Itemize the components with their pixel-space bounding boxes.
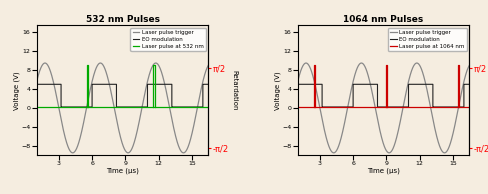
Laser pulse at 1064 nm	[311, 64, 317, 67]
Title: 532 nm Pulses: 532 nm Pulses	[85, 16, 159, 24]
Laser pulse trigger	[413, 62, 419, 64]
Laser pulse trigger	[462, 72, 468, 74]
EO modulation	[107, 83, 113, 86]
EO modulation	[34, 83, 40, 86]
Laser pulse at 532 nm	[85, 106, 91, 108]
Laser pulse at 1064 nm	[382, 64, 388, 67]
Legend: Laser pulse trigger, EO modulation, Laser pulse at 532 nm: Laser pulse trigger, EO modulation, Lase…	[130, 28, 205, 51]
EO modulation	[367, 83, 373, 86]
Laser pulse trigger	[330, 152, 336, 154]
Laser pulse trigger	[466, 64, 471, 66]
Laser pulse at 532 nm	[150, 64, 156, 67]
Legend: Laser pulse trigger, EO modulation, Laser pulse at 1064 nm: Laser pulse trigger, EO modulation, Lase…	[387, 28, 466, 51]
Laser pulse at 532 nm	[85, 64, 91, 67]
Laser pulse at 1064 nm	[455, 64, 461, 67]
Line: Laser pulse trigger: Laser pulse trigger	[37, 63, 208, 153]
Laser pulse at 1064 nm	[382, 106, 388, 108]
Laser pulse at 1064 nm	[311, 106, 317, 108]
Laser pulse trigger	[183, 149, 189, 151]
Laser pulse trigger	[205, 64, 211, 66]
Line: EO modulation: EO modulation	[37, 84, 208, 107]
EO modulation	[205, 83, 211, 86]
Laser pulse trigger	[70, 152, 76, 154]
Laser pulse trigger	[53, 94, 59, 96]
EO modulation	[159, 83, 164, 86]
Y-axis label: Voltage (V): Voltage (V)	[13, 71, 20, 110]
Laser pulse at 1064 nm	[454, 64, 460, 67]
EO modulation	[319, 106, 325, 108]
Laser pulse trigger	[444, 149, 450, 151]
Laser pulse at 1064 nm	[383, 106, 389, 108]
Laser pulse trigger	[34, 80, 40, 83]
Laser pulse at 1064 nm	[310, 64, 316, 67]
Laser pulse trigger	[153, 62, 159, 64]
X-axis label: Time (μs): Time (μs)	[106, 168, 139, 174]
Laser pulse trigger	[100, 63, 105, 66]
Laser pulse at 532 nm	[84, 64, 90, 67]
Line: Laser pulse at 1064 nm: Laser pulse at 1064 nm	[313, 65, 458, 107]
Laser pulse at 532 nm	[150, 106, 156, 108]
Laser pulse trigger	[314, 94, 320, 96]
Line: Laser pulse trigger: Laser pulse trigger	[297, 63, 468, 153]
Laser pulse at 532 nm	[152, 106, 158, 108]
Line: Laser pulse at 532 nm: Laser pulse at 532 nm	[87, 65, 155, 107]
Laser pulse trigger	[202, 72, 208, 74]
Title: 1064 nm Pulses: 1064 nm Pulses	[343, 16, 423, 24]
Laser pulse trigger	[360, 63, 366, 66]
Laser pulse trigger	[63, 141, 69, 143]
Laser pulse trigger	[294, 80, 300, 83]
Laser pulse at 1064 nm	[455, 106, 461, 108]
X-axis label: Time (μs): Time (μs)	[366, 168, 399, 174]
Laser pulse trigger	[324, 141, 330, 143]
EO modulation	[466, 83, 471, 86]
EO modulation	[378, 106, 384, 108]
EO modulation	[118, 106, 123, 108]
Laser pulse at 532 nm	[84, 106, 90, 108]
Line: EO modulation: EO modulation	[297, 84, 468, 107]
EO modulation	[304, 83, 309, 86]
Y-axis label: Voltage (V): Voltage (V)	[274, 71, 280, 110]
EO modulation	[378, 106, 384, 108]
EO modulation	[164, 83, 170, 86]
EO modulation	[425, 83, 431, 86]
Laser pulse at 532 nm	[152, 64, 158, 67]
EO modulation	[43, 83, 49, 86]
Laser pulse at 1064 nm	[383, 64, 389, 67]
Laser pulse at 1064 nm	[454, 106, 460, 108]
Y-axis label: Retardation: Retardation	[230, 70, 237, 110]
EO modulation	[117, 106, 123, 108]
EO modulation	[294, 83, 300, 86]
Laser pulse at 1064 nm	[310, 106, 316, 108]
EO modulation	[58, 106, 64, 108]
Laser pulse trigger	[367, 86, 373, 88]
EO modulation	[419, 83, 425, 86]
Laser pulse trigger	[107, 86, 113, 88]
